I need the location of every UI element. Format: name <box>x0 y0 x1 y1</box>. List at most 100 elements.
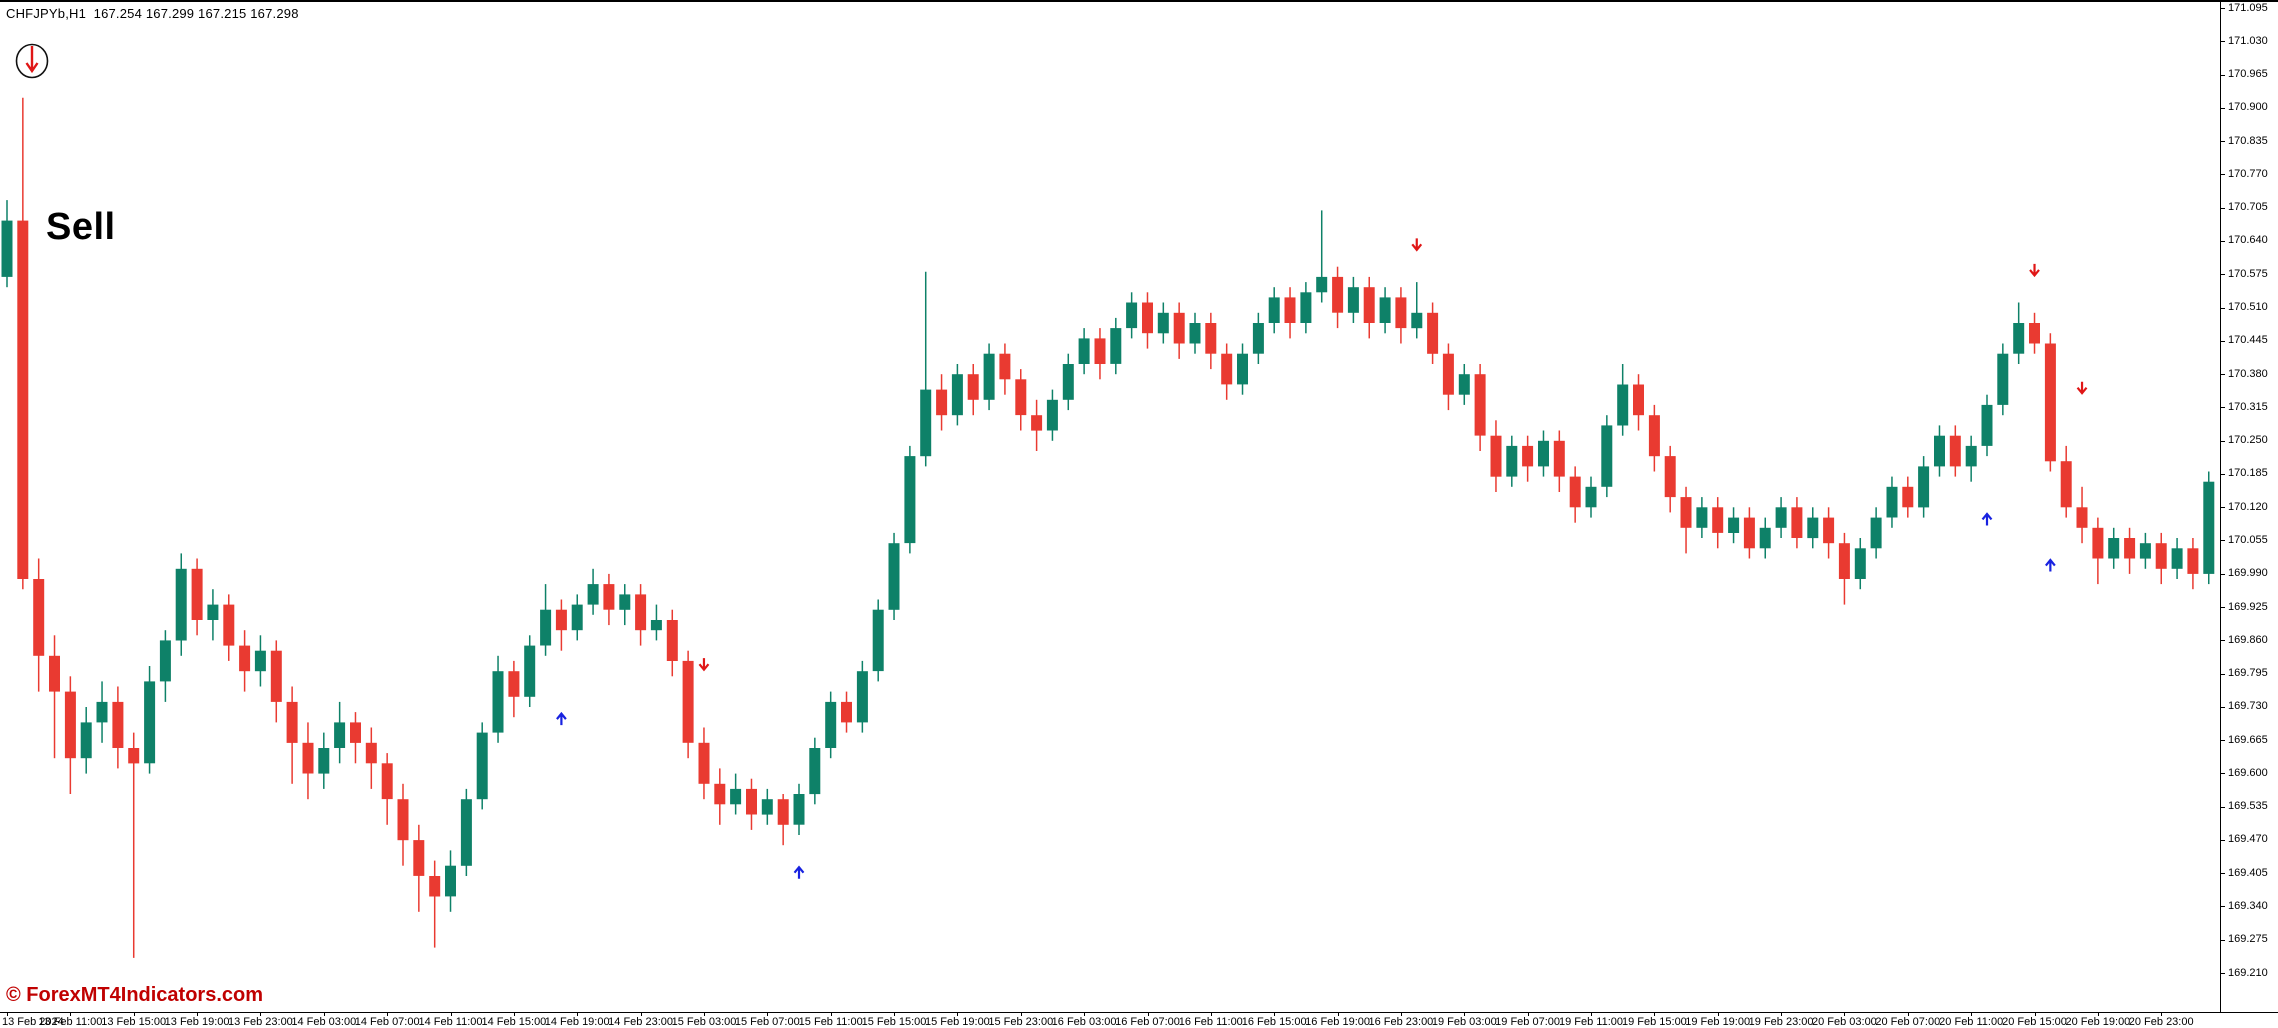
candle-body-down <box>2124 538 2136 559</box>
candle-body-up <box>1775 507 1787 528</box>
price-axis-tick <box>2221 207 2225 209</box>
price-axis-tick <box>2221 440 2225 442</box>
price-chart-canvas[interactable] <box>0 2 2220 1012</box>
price-axis-label: 169.860 <box>2228 633 2268 646</box>
time-axis-label: 14 Feb 07:00 <box>354 1016 420 1028</box>
candle-body-up <box>2203 481 2215 574</box>
price-axis-tick <box>2221 307 2225 309</box>
candle-body-down <box>302 742 314 774</box>
price-axis-label: 169.600 <box>2228 766 2268 779</box>
candle-body-up <box>1411 312 1423 329</box>
candle-body-up <box>856 671 868 723</box>
candle-body-up <box>1506 445 1518 477</box>
candle-body-down <box>1363 287 1375 323</box>
time-axis-tick <box>1147 1013 1149 1016</box>
candle-body-down <box>1664 456 1676 498</box>
candle-body-up <box>1918 466 1930 508</box>
time-axis-label: 16 Feb 03:00 <box>1051 1016 1117 1028</box>
time-axis-label: 13 Feb 23:00 <box>227 1016 293 1028</box>
time-axis-tick <box>894 1013 895 1016</box>
candle-body-down <box>1332 276 1344 313</box>
time-axis-tick <box>2034 1013 2036 1016</box>
candle-body-down <box>1442 353 1454 395</box>
price-axis-label: 169.730 <box>2228 700 2268 713</box>
candle-body-down <box>1712 507 1724 533</box>
candle-body-up <box>1126 302 1138 329</box>
price-axis-label: 170.770 <box>2228 167 2268 180</box>
price-axis-label: 170.315 <box>2228 400 2268 413</box>
candle-body-up <box>983 353 995 400</box>
sell-signal-arrow <box>2076 381 2088 395</box>
candle-body-up <box>1268 297 1280 323</box>
candle-body-up <box>492 671 504 733</box>
candle-body-up <box>445 865 456 897</box>
circled-sell-arrow-icon <box>25 46 39 74</box>
time-axis-tick <box>513 1013 515 1016</box>
candle-body-down <box>682 660 694 743</box>
candle-body-up <box>1696 507 1708 528</box>
time-axis-label: 15 Feb 07:00 <box>734 1016 800 1028</box>
candle-body-up <box>1585 486 1597 508</box>
candle-body-up <box>1078 338 1090 364</box>
time-axis-label: 20 Feb 11:00 <box>1939 1016 2004 1028</box>
time-axis-label: 16 Feb 23:00 <box>1368 1016 1434 1028</box>
price-axis-label: 171.095 <box>2228 1 2268 14</box>
time-axis-label: 13 Feb 2024 <box>2 1016 64 1028</box>
candle-body-up <box>587 584 599 605</box>
candle-body-down <box>2076 507 2088 528</box>
time-axis[interactable]: 13 Feb 2024 13 Feb 11:00 13 Feb 15:00 13 Fe… <box>0 1012 2278 1028</box>
candle-body-down <box>1205 323 1217 354</box>
time-axis-label: 20 Feb 23:00 <box>2128 1016 2194 1028</box>
candle-body-up <box>175 568 187 641</box>
candle-body-down <box>1015 379 1027 416</box>
candle-body-down <box>1743 517 1755 549</box>
candle-body-down <box>1648 415 1660 457</box>
candle-body-down <box>1823 517 1835 544</box>
price-axis-label: 169.990 <box>2228 567 2268 580</box>
candle-body-up <box>1981 404 1993 446</box>
candle-body-up <box>1601 425 1613 487</box>
price-axis-label: 171.030 <box>2228 34 2268 47</box>
price-axis-tick <box>2221 374 2225 375</box>
candle-body-down <box>2060 461 2072 508</box>
price-axis-tick <box>2221 573 2225 575</box>
candle-body-up <box>1870 517 1882 549</box>
candle-body-up <box>2108 538 2120 559</box>
sell-signal-arrow <box>698 658 710 672</box>
time-axis-tick <box>767 1013 769 1016</box>
time-axis-label: 20 Feb 15:00 <box>2002 1016 2067 1028</box>
candle-body-up <box>888 543 900 610</box>
candle-body-down <box>223 604 235 646</box>
site-watermark: © ForexMT4Indicators.com <box>6 984 264 1006</box>
price-axis-tick <box>2221 141 2225 143</box>
candle-body-down <box>999 353 1011 380</box>
time-axis-tick <box>1400 1013 1402 1016</box>
candle-body-up <box>920 389 932 457</box>
candle-body-down <box>555 609 567 631</box>
time-axis-tick <box>957 1013 959 1016</box>
time-axis-label: 20 Feb 19:00 <box>2065 1016 2131 1028</box>
candle-body-down <box>603 584 615 610</box>
time-axis-tick <box>1464 1013 1466 1016</box>
price-axis-label: 170.185 <box>2228 467 2268 480</box>
time-axis-label: 15 Feb 23:00 <box>988 1016 1054 1028</box>
price-axis-tick <box>2221 640 2225 642</box>
candle-body-up <box>1934 435 1945 467</box>
buy-signal-arrow <box>1981 512 1993 526</box>
price-axis-tick <box>2221 107 2225 109</box>
candle-body-down <box>191 568 203 620</box>
price-axis-label: 170.640 <box>2228 234 2268 247</box>
candle-body-up <box>1110 328 1122 364</box>
time-axis-label: 20 Feb 03:00 <box>1811 1016 1877 1028</box>
time-axis-label: 20 Feb 07:00 <box>1875 1016 1941 1028</box>
candle-body-up <box>1759 527 1771 549</box>
time-axis-tick <box>197 1013 199 1016</box>
time-axis-label: 13 Feb 15:00 <box>101 1016 167 1028</box>
time-axis-label: 14 Feb 23:00 <box>608 1016 674 1028</box>
sell-signal-arrow <box>2029 263 2040 278</box>
time-axis-label: 14 Feb 15:00 <box>481 1016 547 1028</box>
time-axis-tick <box>1020 1013 1022 1016</box>
price-axis[interactable]: 171.095 171.030 170.965 170.900 170.835 170.7… <box>2220 2 2278 1012</box>
price-axis-tick <box>2221 41 2225 43</box>
